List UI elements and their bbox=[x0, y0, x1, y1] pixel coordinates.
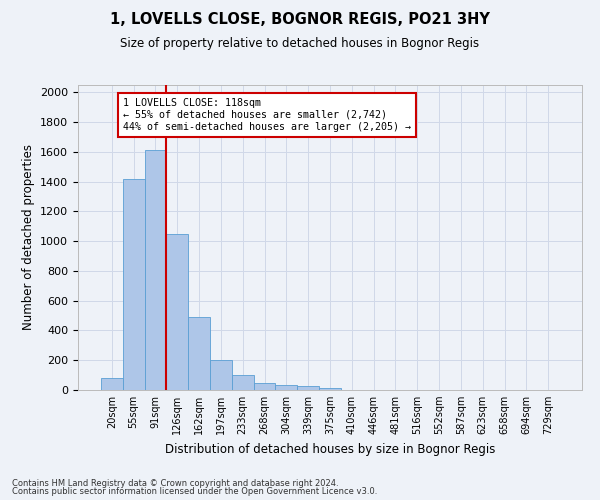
Text: 1 LOVELLS CLOSE: 118sqm
← 55% of detached houses are smaller (2,742)
44% of semi: 1 LOVELLS CLOSE: 118sqm ← 55% of detache… bbox=[123, 98, 411, 132]
Bar bbox=[166, 234, 188, 390]
Bar bbox=[188, 317, 210, 390]
Text: Contains public sector information licensed under the Open Government Licence v3: Contains public sector information licen… bbox=[12, 487, 377, 496]
Text: 1, LOVELLS CLOSE, BOGNOR REGIS, PO21 3HY: 1, LOVELLS CLOSE, BOGNOR REGIS, PO21 3HY bbox=[110, 12, 490, 28]
Bar bbox=[210, 360, 232, 390]
Text: Contains HM Land Registry data © Crown copyright and database right 2024.: Contains HM Land Registry data © Crown c… bbox=[12, 478, 338, 488]
Bar bbox=[145, 150, 166, 390]
Bar bbox=[101, 378, 123, 390]
X-axis label: Distribution of detached houses by size in Bognor Regis: Distribution of detached houses by size … bbox=[165, 442, 495, 456]
Bar bbox=[232, 375, 254, 390]
Bar bbox=[254, 384, 275, 390]
Bar bbox=[275, 385, 297, 390]
Bar bbox=[319, 388, 341, 390]
Bar bbox=[123, 178, 145, 390]
Bar bbox=[297, 386, 319, 390]
Text: Size of property relative to detached houses in Bognor Regis: Size of property relative to detached ho… bbox=[121, 38, 479, 51]
Y-axis label: Number of detached properties: Number of detached properties bbox=[22, 144, 35, 330]
